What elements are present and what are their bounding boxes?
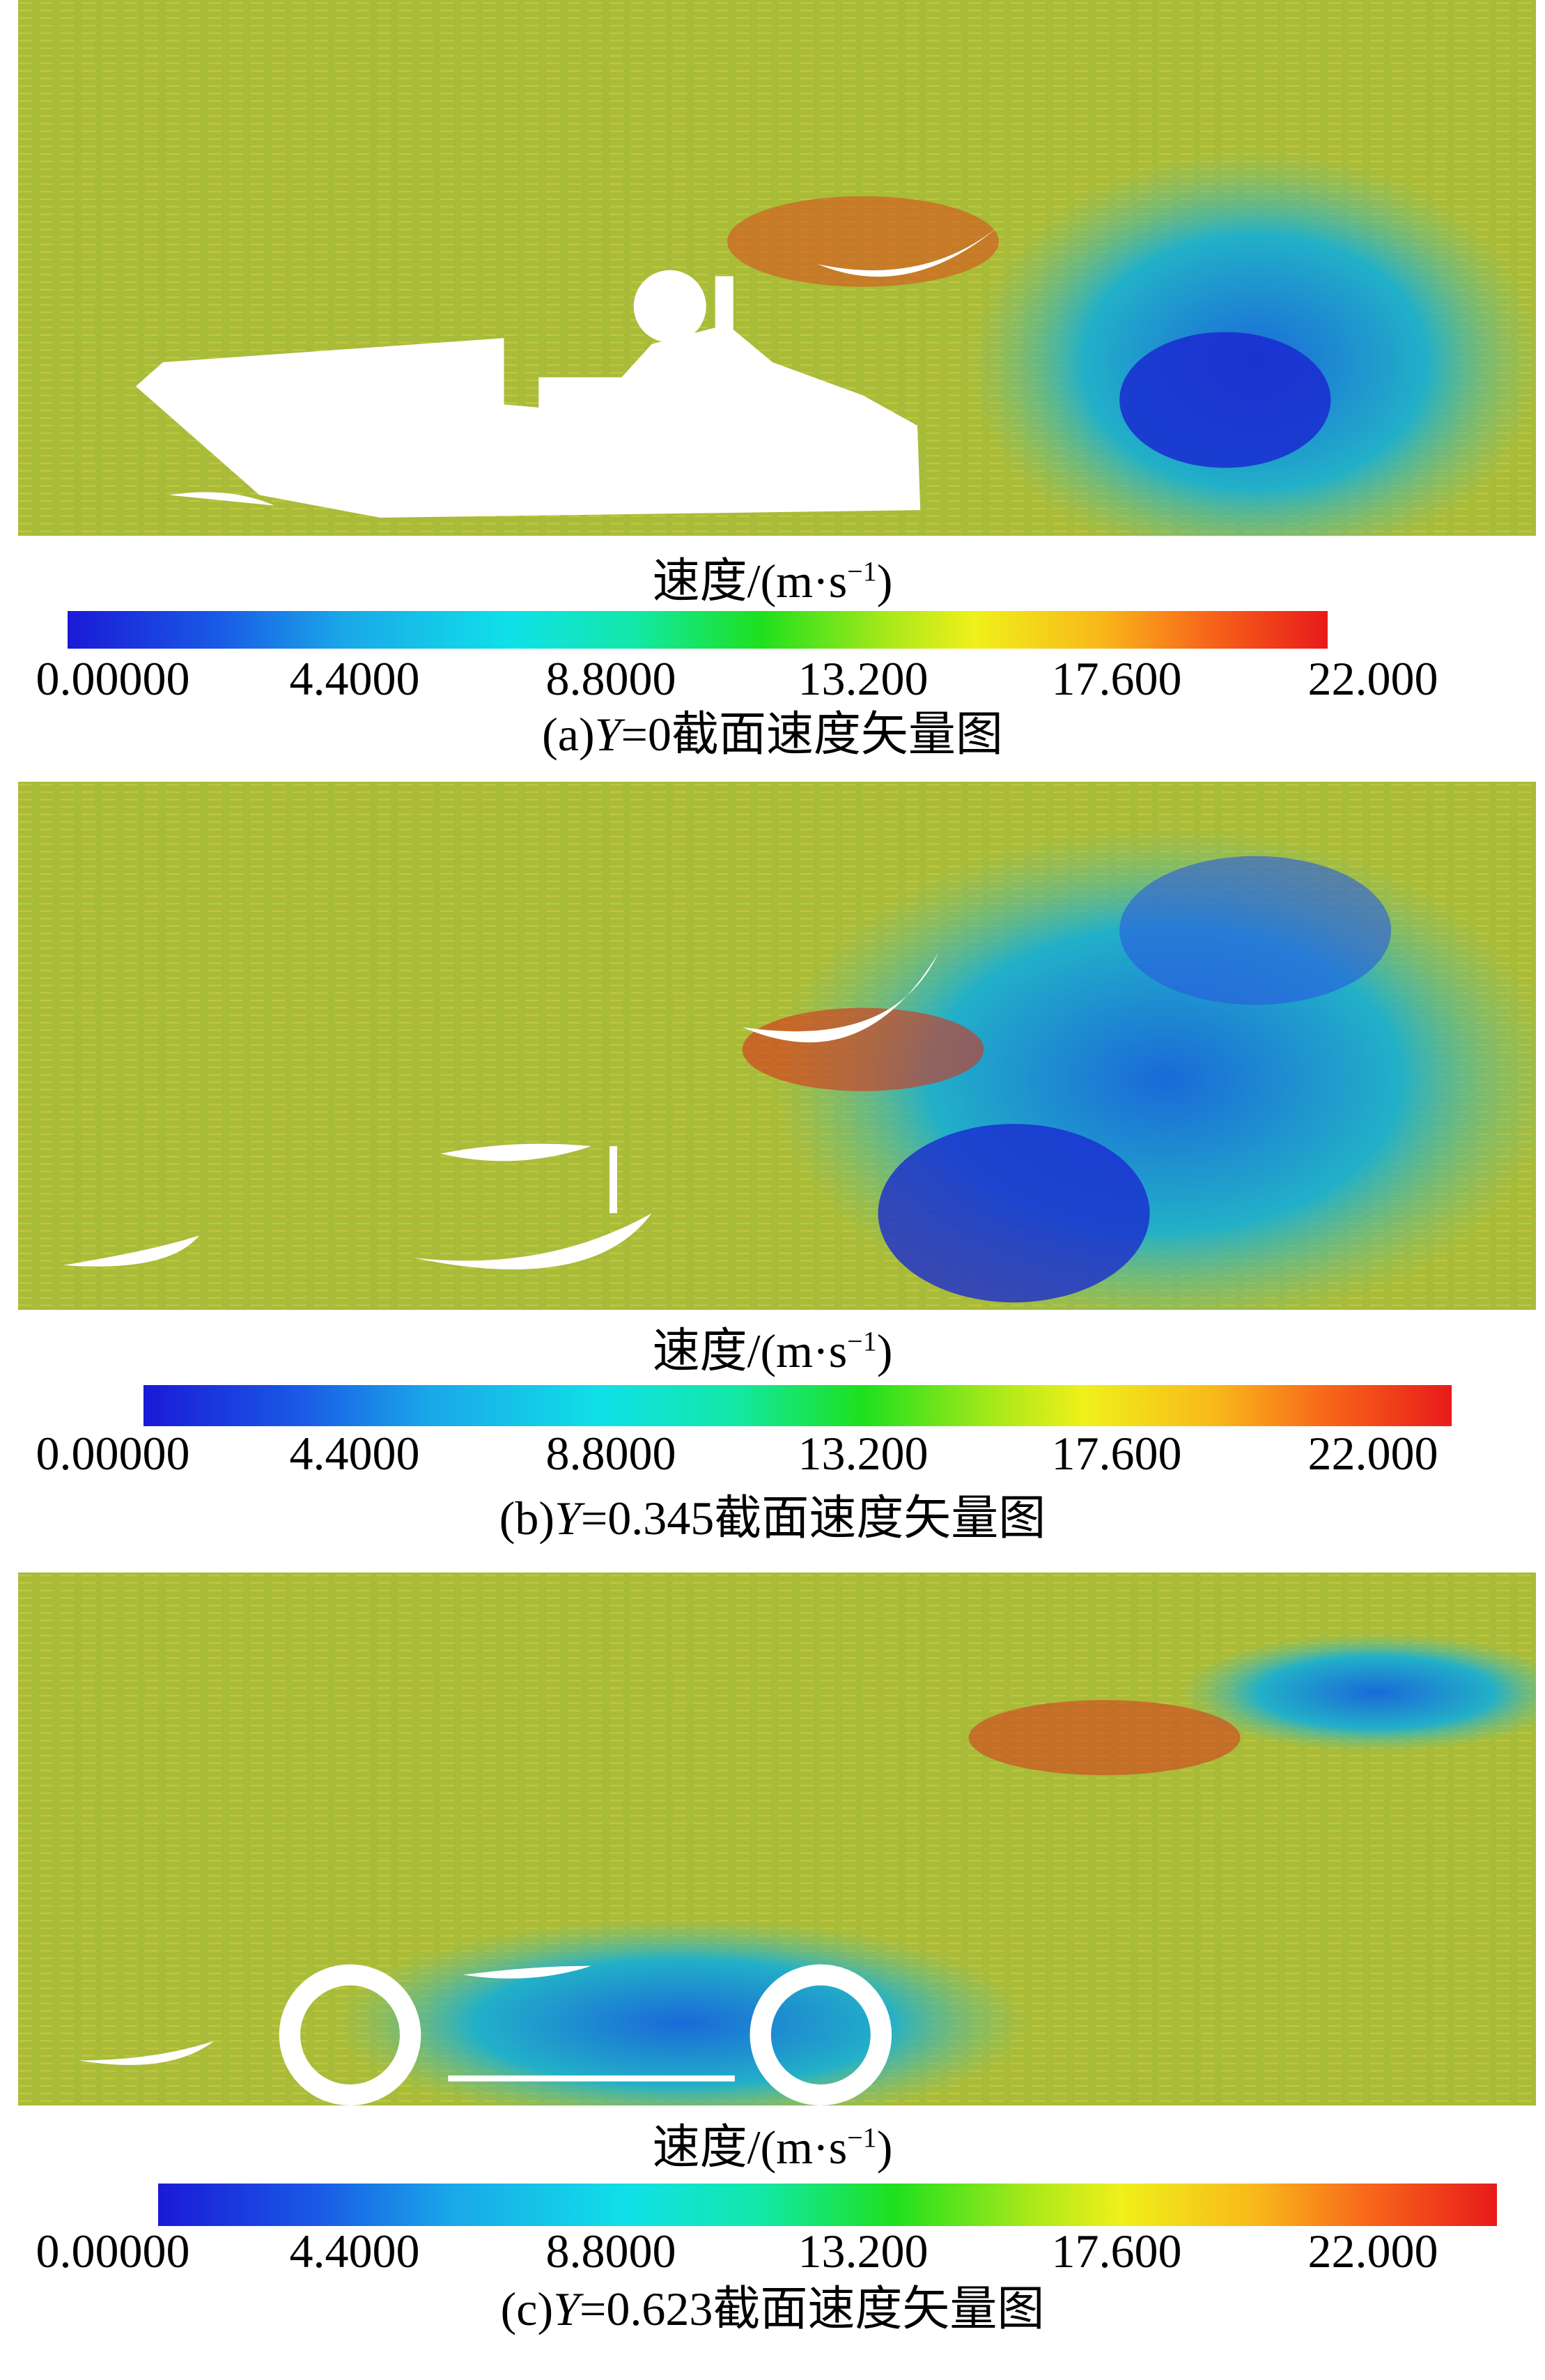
caption: (a)Y=0截面速度矢量图	[542, 711, 1003, 758]
flow-field	[18, 1572, 1536, 2105]
colorbar	[68, 611, 1328, 649]
caption-variable: Y	[594, 708, 621, 761]
legend-title: 速度/(m·s−1)	[653, 2124, 893, 2171]
legend-exponent: −1	[847, 1325, 877, 1357]
legend-title: 速度/(m·s−1)	[653, 557, 893, 605]
colorbar-tick-label: 0.00000	[36, 2225, 190, 2278]
colorbar	[143, 1385, 1452, 1426]
legend-close: )	[876, 1324, 893, 1377]
colorbar-tick-label: 13.200	[798, 2225, 929, 2278]
caption-variable: Y	[553, 2282, 580, 2335]
caption-text: =0截面速度矢量图	[621, 708, 1003, 761]
colorbar-tick-label: 22.000	[1307, 652, 1438, 705]
legend-close: )	[876, 555, 893, 608]
flow-field	[18, 0, 1536, 536]
caption-variable: Y	[554, 1492, 581, 1545]
colorbar-tick-label: 13.200	[798, 1427, 929, 1480]
colorbar-tick-label: 0.00000	[36, 652, 190, 705]
caption: (c)Y=0.623截面速度矢量图	[501, 2285, 1045, 2333]
colorbar-tick-label: 17.600	[1051, 652, 1182, 705]
colorbar-tick-label: 22.000	[1307, 2225, 1438, 2278]
legend-exponent: −1	[847, 2122, 877, 2154]
legend-label: 速度/(m·s	[652, 2121, 848, 2174]
legend-label: 速度/(m·s	[652, 1324, 848, 1377]
legend-label: 速度/(m·s	[652, 555, 848, 608]
colorbar-tick-label: 4.4000	[289, 2225, 420, 2278]
colorbar-tick-label: 0.00000	[36, 1427, 190, 1480]
colorbar-tick-label: 17.600	[1051, 1427, 1182, 1480]
colorbar-tick-label: 22.000	[1307, 1427, 1438, 1480]
caption-prefix: (b)	[499, 1492, 555, 1545]
colorbar	[158, 2184, 1497, 2226]
caption-text: =0.345截面速度矢量图	[580, 1492, 1046, 1545]
flow-field	[18, 782, 1536, 1310]
colorbar-tick-label: 8.8000	[545, 2225, 676, 2278]
caption-prefix: (a)	[542, 708, 595, 761]
caption-text: =0.623截面速度矢量图	[579, 2282, 1045, 2335]
legend-exponent: −1	[847, 555, 877, 587]
caption: (b)Y=0.345截面速度矢量图	[499, 1494, 1046, 1542]
colorbar-tick-label: 13.200	[798, 652, 929, 705]
colorbar-tick-label: 17.600	[1051, 2225, 1182, 2278]
colorbar-tick-label: 4.4000	[289, 1427, 420, 1480]
caption-prefix: (c)	[500, 2282, 554, 2335]
colorbar-tick-label: 8.8000	[545, 652, 676, 705]
colorbar-tick-label: 4.4000	[289, 652, 420, 705]
legend-close: )	[876, 2121, 893, 2174]
colorbar-tick-label: 8.8000	[545, 1427, 676, 1480]
legend-title: 速度/(m·s−1)	[653, 1327, 893, 1375]
